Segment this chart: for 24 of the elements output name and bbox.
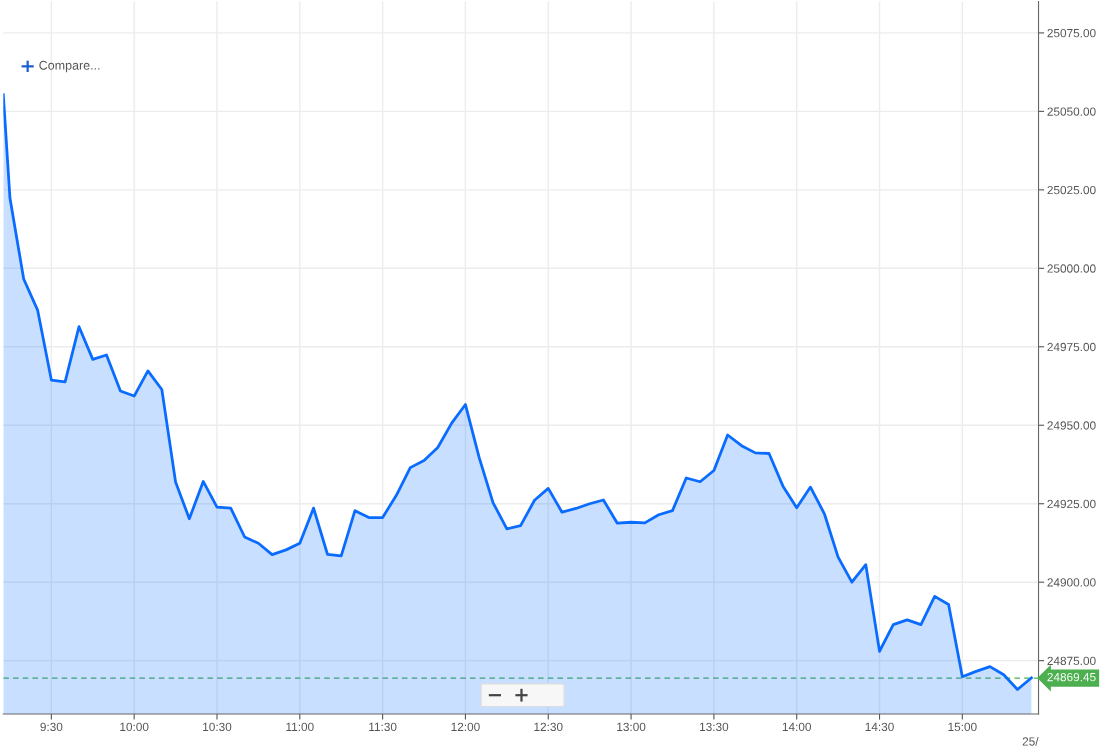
x-tick-label: 10:30	[203, 722, 232, 732]
x-tick-label: 12:30	[534, 722, 563, 732]
x-tick-label: 11:00	[286, 722, 314, 732]
y-tick-label: 24900.00	[1047, 578, 1096, 587]
y-tick-label: 24925.00	[1047, 499, 1096, 509]
annotation: Compare...	[39, 60, 100, 73]
x-tick-label: 10:00	[120, 722, 149, 732]
x-tick-label: 11:30	[369, 722, 397, 732]
y-tick-label: 25075.00	[1047, 28, 1096, 38]
y-tick-label: 24950.00	[1047, 421, 1096, 430]
x-tick-label: 15:00	[948, 722, 977, 732]
y-tick-label: 24975.00	[1047, 342, 1096, 352]
x-tick-label: 14:30	[865, 722, 894, 732]
y-tick-label: 25000.00	[1047, 264, 1096, 273]
x-tick-label: 13:00	[617, 722, 646, 732]
text: 25/	[1022, 736, 1039, 746]
x-tick-label: 13:30	[700, 722, 729, 732]
x-tick-label: 9:30	[40, 722, 63, 732]
x-tick-label: 14:00	[782, 722, 812, 732]
ref-line-label: 24869.45	[1047, 672, 1096, 682]
x-tick-label: 12:00	[451, 722, 480, 732]
y-tick-label: 24875.00	[1047, 656, 1096, 666]
y-tick-label: 25050.00	[1047, 107, 1096, 116]
y-tick-label: 25025.00	[1047, 185, 1096, 195]
